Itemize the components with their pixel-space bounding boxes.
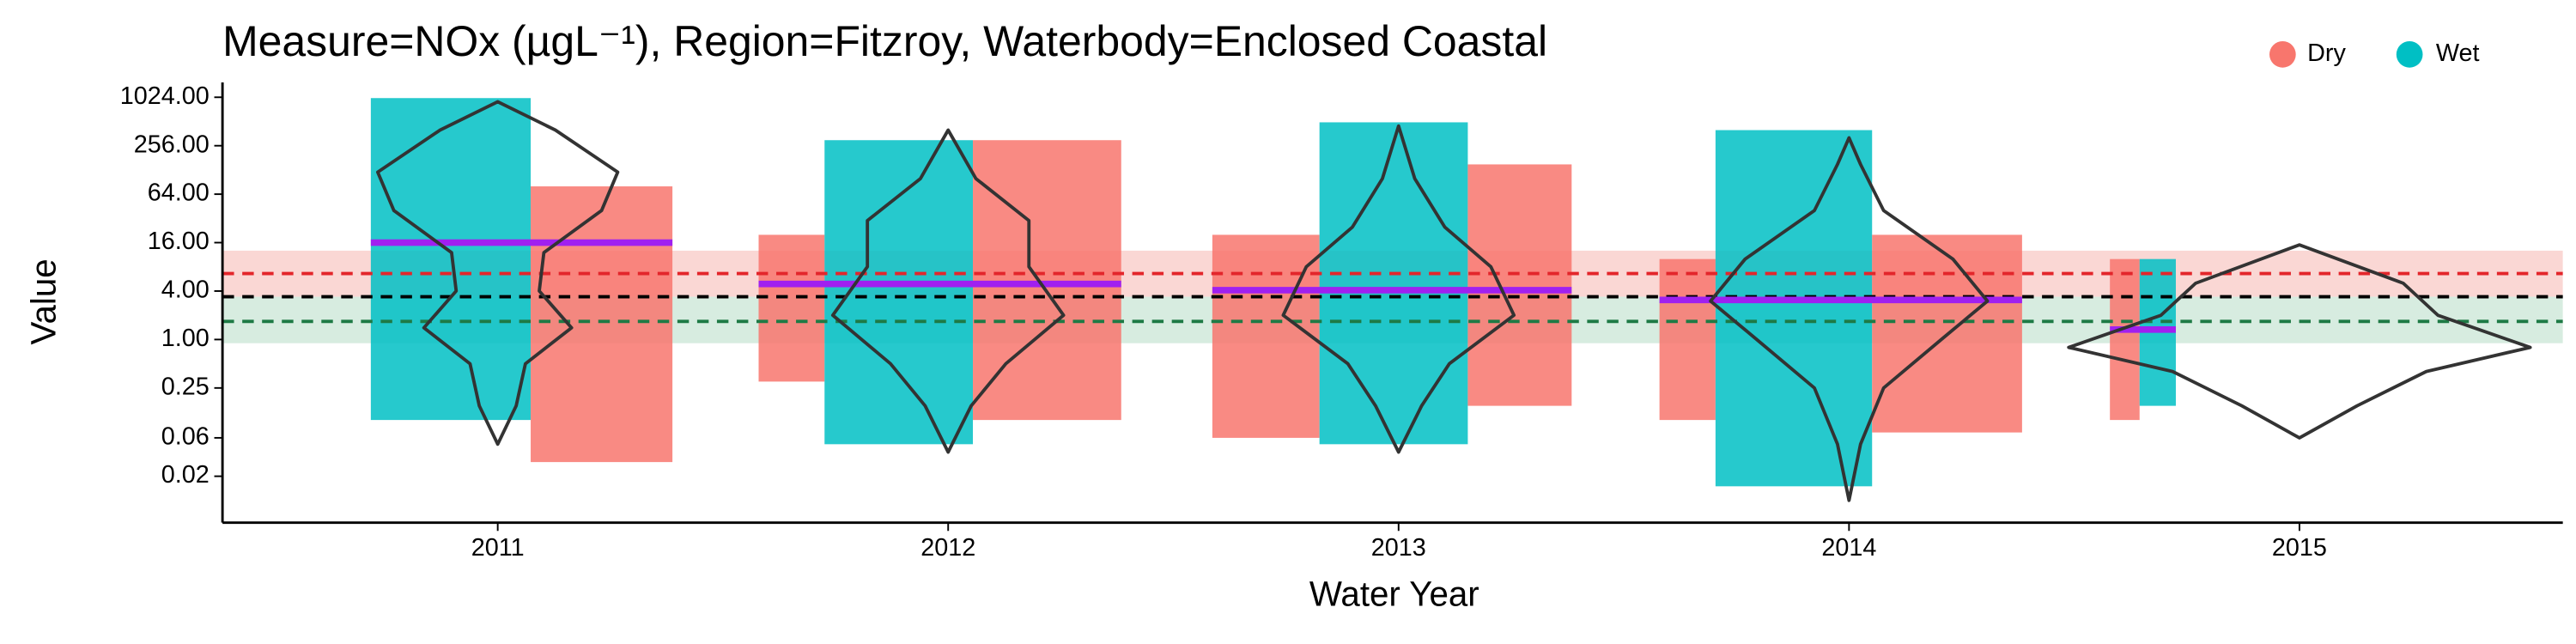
chart-title: Measure=NOx (µgL⁻¹), Region=Fitzroy, Wat… — [222, 17, 1547, 65]
violin — [1709, 136, 1990, 502]
x-tick-label: 2013 — [1371, 534, 1426, 562]
x-axis-title: Water Year — [1309, 575, 1479, 614]
x-tick-label: 2012 — [920, 534, 975, 562]
point-cloud — [2110, 258, 2140, 421]
y-tick-label: 1.00 — [161, 325, 210, 352]
y-tick-label: 256.00 — [134, 131, 210, 158]
y-tick-label: 16.00 — [148, 228, 210, 255]
point-cloud — [1467, 164, 1572, 406]
violin — [376, 100, 620, 447]
y-tick-label: 64.00 — [148, 179, 210, 207]
y-tick-label: 0.06 — [161, 423, 210, 451]
x-tick-label: 2011 — [471, 534, 525, 562]
violin — [1281, 124, 1516, 454]
point-cloud — [531, 186, 673, 463]
legend-swatch — [2396, 41, 2423, 68]
violin — [2067, 243, 2532, 440]
legend-label: Wet — [2436, 39, 2480, 67]
point-cloud — [1319, 122, 1468, 445]
y-tick-label: 0.25 — [161, 373, 210, 400]
x-tick-label: 2014 — [1821, 534, 1876, 562]
point-cloud — [824, 140, 974, 445]
y-tick-label: 4.00 — [161, 276, 210, 304]
x-tick-label: 2015 — [2272, 534, 2327, 562]
violin — [830, 128, 1066, 454]
y-tick-label: 1024.00 — [120, 82, 210, 110]
point-cloud — [758, 234, 825, 382]
point-cloud — [1715, 130, 1873, 487]
point-cloud — [1212, 234, 1320, 438]
legend-label: Dry — [2307, 39, 2346, 67]
y-axis-title: Value — [24, 258, 63, 344]
legend-swatch — [2269, 41, 2296, 68]
point-cloud — [1659, 258, 1716, 421]
y-tick-label: 0.02 — [161, 461, 210, 489]
